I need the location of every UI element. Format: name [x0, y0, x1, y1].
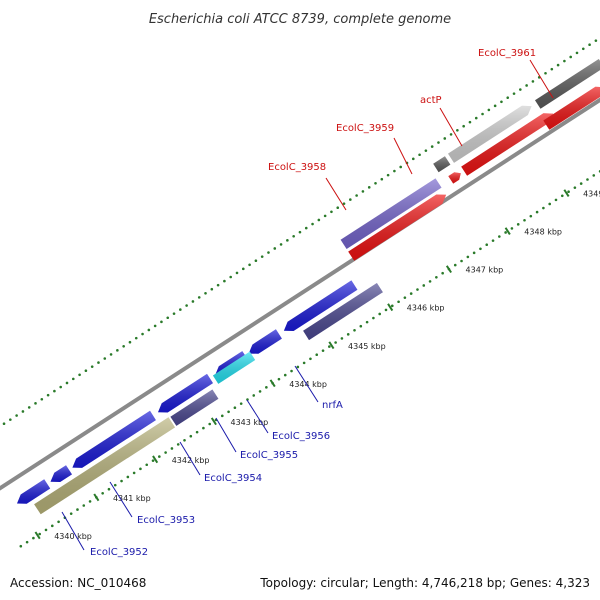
genome-summary-text: Topology: circular; Length: 4,746,218 bp…: [259, 576, 590, 590]
gene-label[interactable]: EcolC_3956: [272, 431, 330, 442]
scale-tick-mark: [504, 227, 511, 236]
gene-leader-line: [393, 137, 413, 175]
gene-leader-line: [179, 441, 201, 476]
gene-leader-line: [109, 481, 133, 518]
scale-tick-label: 4340 kbp: [54, 532, 92, 541]
scale-tick-label: 4344 kbp: [289, 380, 327, 389]
scale-tick-mark: [563, 189, 570, 197]
gene-leader-line: [294, 365, 319, 403]
gene-leader-line: [439, 107, 463, 147]
gene-leader-line: [215, 417, 237, 453]
gene-label[interactable]: nrfA: [322, 400, 343, 411]
scale-tick-mark: [269, 379, 276, 388]
scale-tick-mark: [387, 303, 394, 312]
scale-tick-label: 4347 kbp: [466, 266, 504, 275]
gene-label[interactable]: EcolC_3961: [478, 48, 536, 59]
gene-label[interactable]: EcolC_3953: [137, 515, 195, 526]
accession-text: Accession: NC_010468: [10, 576, 146, 590]
map-title: Escherichia coli ATCC 8739, complete gen…: [149, 12, 451, 27]
gene-label[interactable]: actP: [420, 95, 442, 106]
scale-tick-mark: [328, 341, 335, 350]
scale-tick-mark: [210, 417, 217, 426]
gene-label[interactable]: EcolC_3959: [336, 123, 394, 134]
gene-leader-line: [325, 177, 347, 211]
scale-tick-mark: [152, 455, 159, 464]
scale-tick-label: 4343 kbp: [230, 418, 268, 427]
gene-label[interactable]: EcolC_3958: [268, 162, 326, 173]
tick-row-upper: [2, 39, 598, 425]
gene-layer: [17, 59, 600, 515]
gene-label[interactable]: EcolC_3955: [240, 450, 298, 461]
gene-label[interactable]: EcolC_3952: [90, 547, 148, 558]
scale-tick-label: 4345 kbp: [348, 342, 386, 351]
gene-leader-line: [529, 59, 554, 99]
scale-tick-label: 4341 kbp: [113, 494, 151, 503]
gene-leader-line: [246, 399, 269, 434]
track-layer: [0, 39, 600, 548]
scale-tick-mark: [445, 265, 452, 274]
scale-tick-mark: [93, 493, 100, 502]
scale-tick-label: 4348 kbp: [524, 228, 562, 237]
label-layer: EcolC_3952 EcolC_3953 EcolC_3954 EcolC_3955…: [61, 48, 554, 558]
scale-tick-label: 4349 kbp: [583, 190, 600, 199]
gene-leader-line: [61, 511, 85, 551]
scale-tick-mark: [34, 531, 41, 540]
genome-backbone: [0, 97, 600, 491]
gene-label[interactable]: EcolC_3954: [204, 473, 262, 484]
scale-tick-label: 4346 kbp: [407, 304, 445, 313]
